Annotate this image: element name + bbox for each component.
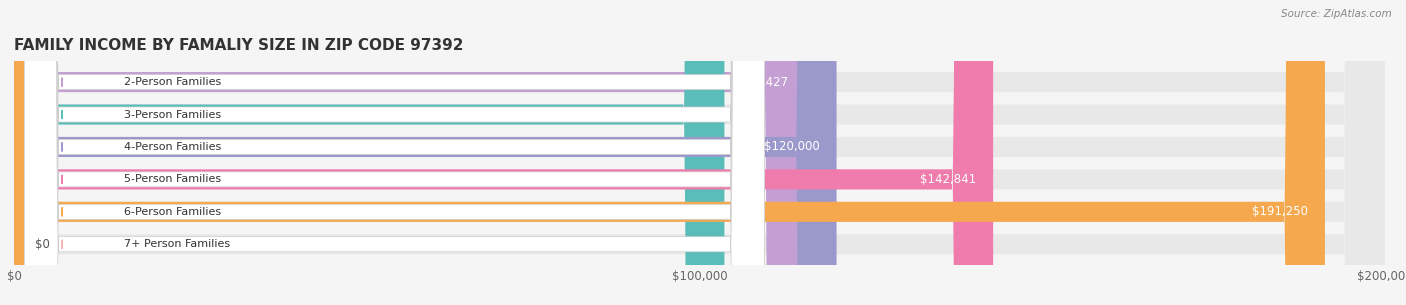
- FancyBboxPatch shape: [14, 0, 837, 305]
- Text: 3-Person Families: 3-Person Families: [124, 109, 221, 120]
- FancyBboxPatch shape: [14, 0, 724, 305]
- FancyBboxPatch shape: [14, 0, 993, 305]
- Text: FAMILY INCOME BY FAMALIY SIZE IN ZIP CODE 97392: FAMILY INCOME BY FAMALIY SIZE IN ZIP COD…: [14, 38, 464, 53]
- Text: 6-Person Families: 6-Person Families: [124, 207, 221, 217]
- Text: $115,427: $115,427: [733, 76, 789, 88]
- FancyBboxPatch shape: [14, 0, 1385, 305]
- FancyBboxPatch shape: [24, 0, 765, 305]
- Text: 4-Person Families: 4-Person Families: [124, 142, 221, 152]
- Text: 2-Person Families: 2-Person Families: [124, 77, 221, 87]
- FancyBboxPatch shape: [14, 0, 1324, 305]
- FancyBboxPatch shape: [24, 0, 765, 305]
- Text: 7+ Person Families: 7+ Person Families: [124, 239, 229, 249]
- FancyBboxPatch shape: [14, 0, 1385, 305]
- Text: Source: ZipAtlas.com: Source: ZipAtlas.com: [1281, 9, 1392, 19]
- FancyBboxPatch shape: [14, 0, 1385, 305]
- FancyBboxPatch shape: [14, 0, 1385, 305]
- FancyBboxPatch shape: [14, 0, 1385, 305]
- Text: $0: $0: [35, 238, 49, 251]
- Text: $103,636: $103,636: [651, 108, 707, 121]
- FancyBboxPatch shape: [24, 0, 765, 305]
- FancyBboxPatch shape: [24, 0, 765, 305]
- Text: $142,841: $142,841: [920, 173, 976, 186]
- FancyBboxPatch shape: [24, 0, 765, 305]
- FancyBboxPatch shape: [14, 0, 806, 305]
- Text: 5-Person Families: 5-Person Families: [124, 174, 221, 185]
- Text: $120,000: $120,000: [763, 141, 820, 153]
- FancyBboxPatch shape: [14, 0, 1385, 305]
- FancyBboxPatch shape: [24, 0, 765, 305]
- Text: $191,250: $191,250: [1251, 205, 1308, 218]
